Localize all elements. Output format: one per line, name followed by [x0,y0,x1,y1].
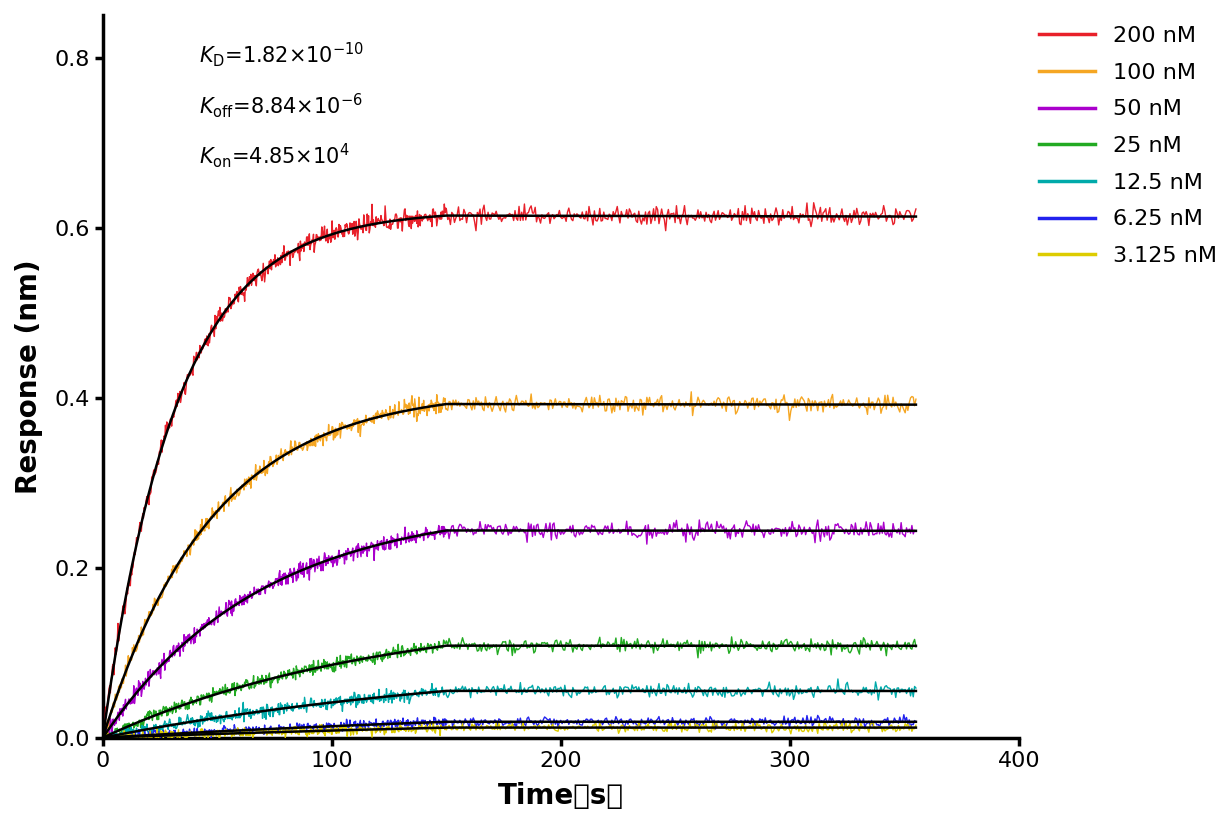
X-axis label: Time（s）: Time（s） [498,782,623,810]
Text: $\mathit{K}_\mathrm{off}$=8.84×10$^{-6}$: $\mathit{K}_\mathrm{off}$=8.84×10$^{-6}$ [200,91,363,120]
Legend: 200 nM, 100 nM, 50 nM, 25 nM, 12.5 nM, 6.25 nM, 3.125 nM: 200 nM, 100 nM, 50 nM, 25 nM, 12.5 nM, 6… [1040,26,1217,266]
Text: $\mathit{K}_\mathrm{on}$=4.85×10$^{4}$: $\mathit{K}_\mathrm{on}$=4.85×10$^{4}$ [200,141,350,170]
Text: $\mathit{K}_\mathrm{D}$=1.82×10$^{-10}$: $\mathit{K}_\mathrm{D}$=1.82×10$^{-10}$ [200,40,365,69]
Y-axis label: Response (nm): Response (nm) [15,259,43,493]
